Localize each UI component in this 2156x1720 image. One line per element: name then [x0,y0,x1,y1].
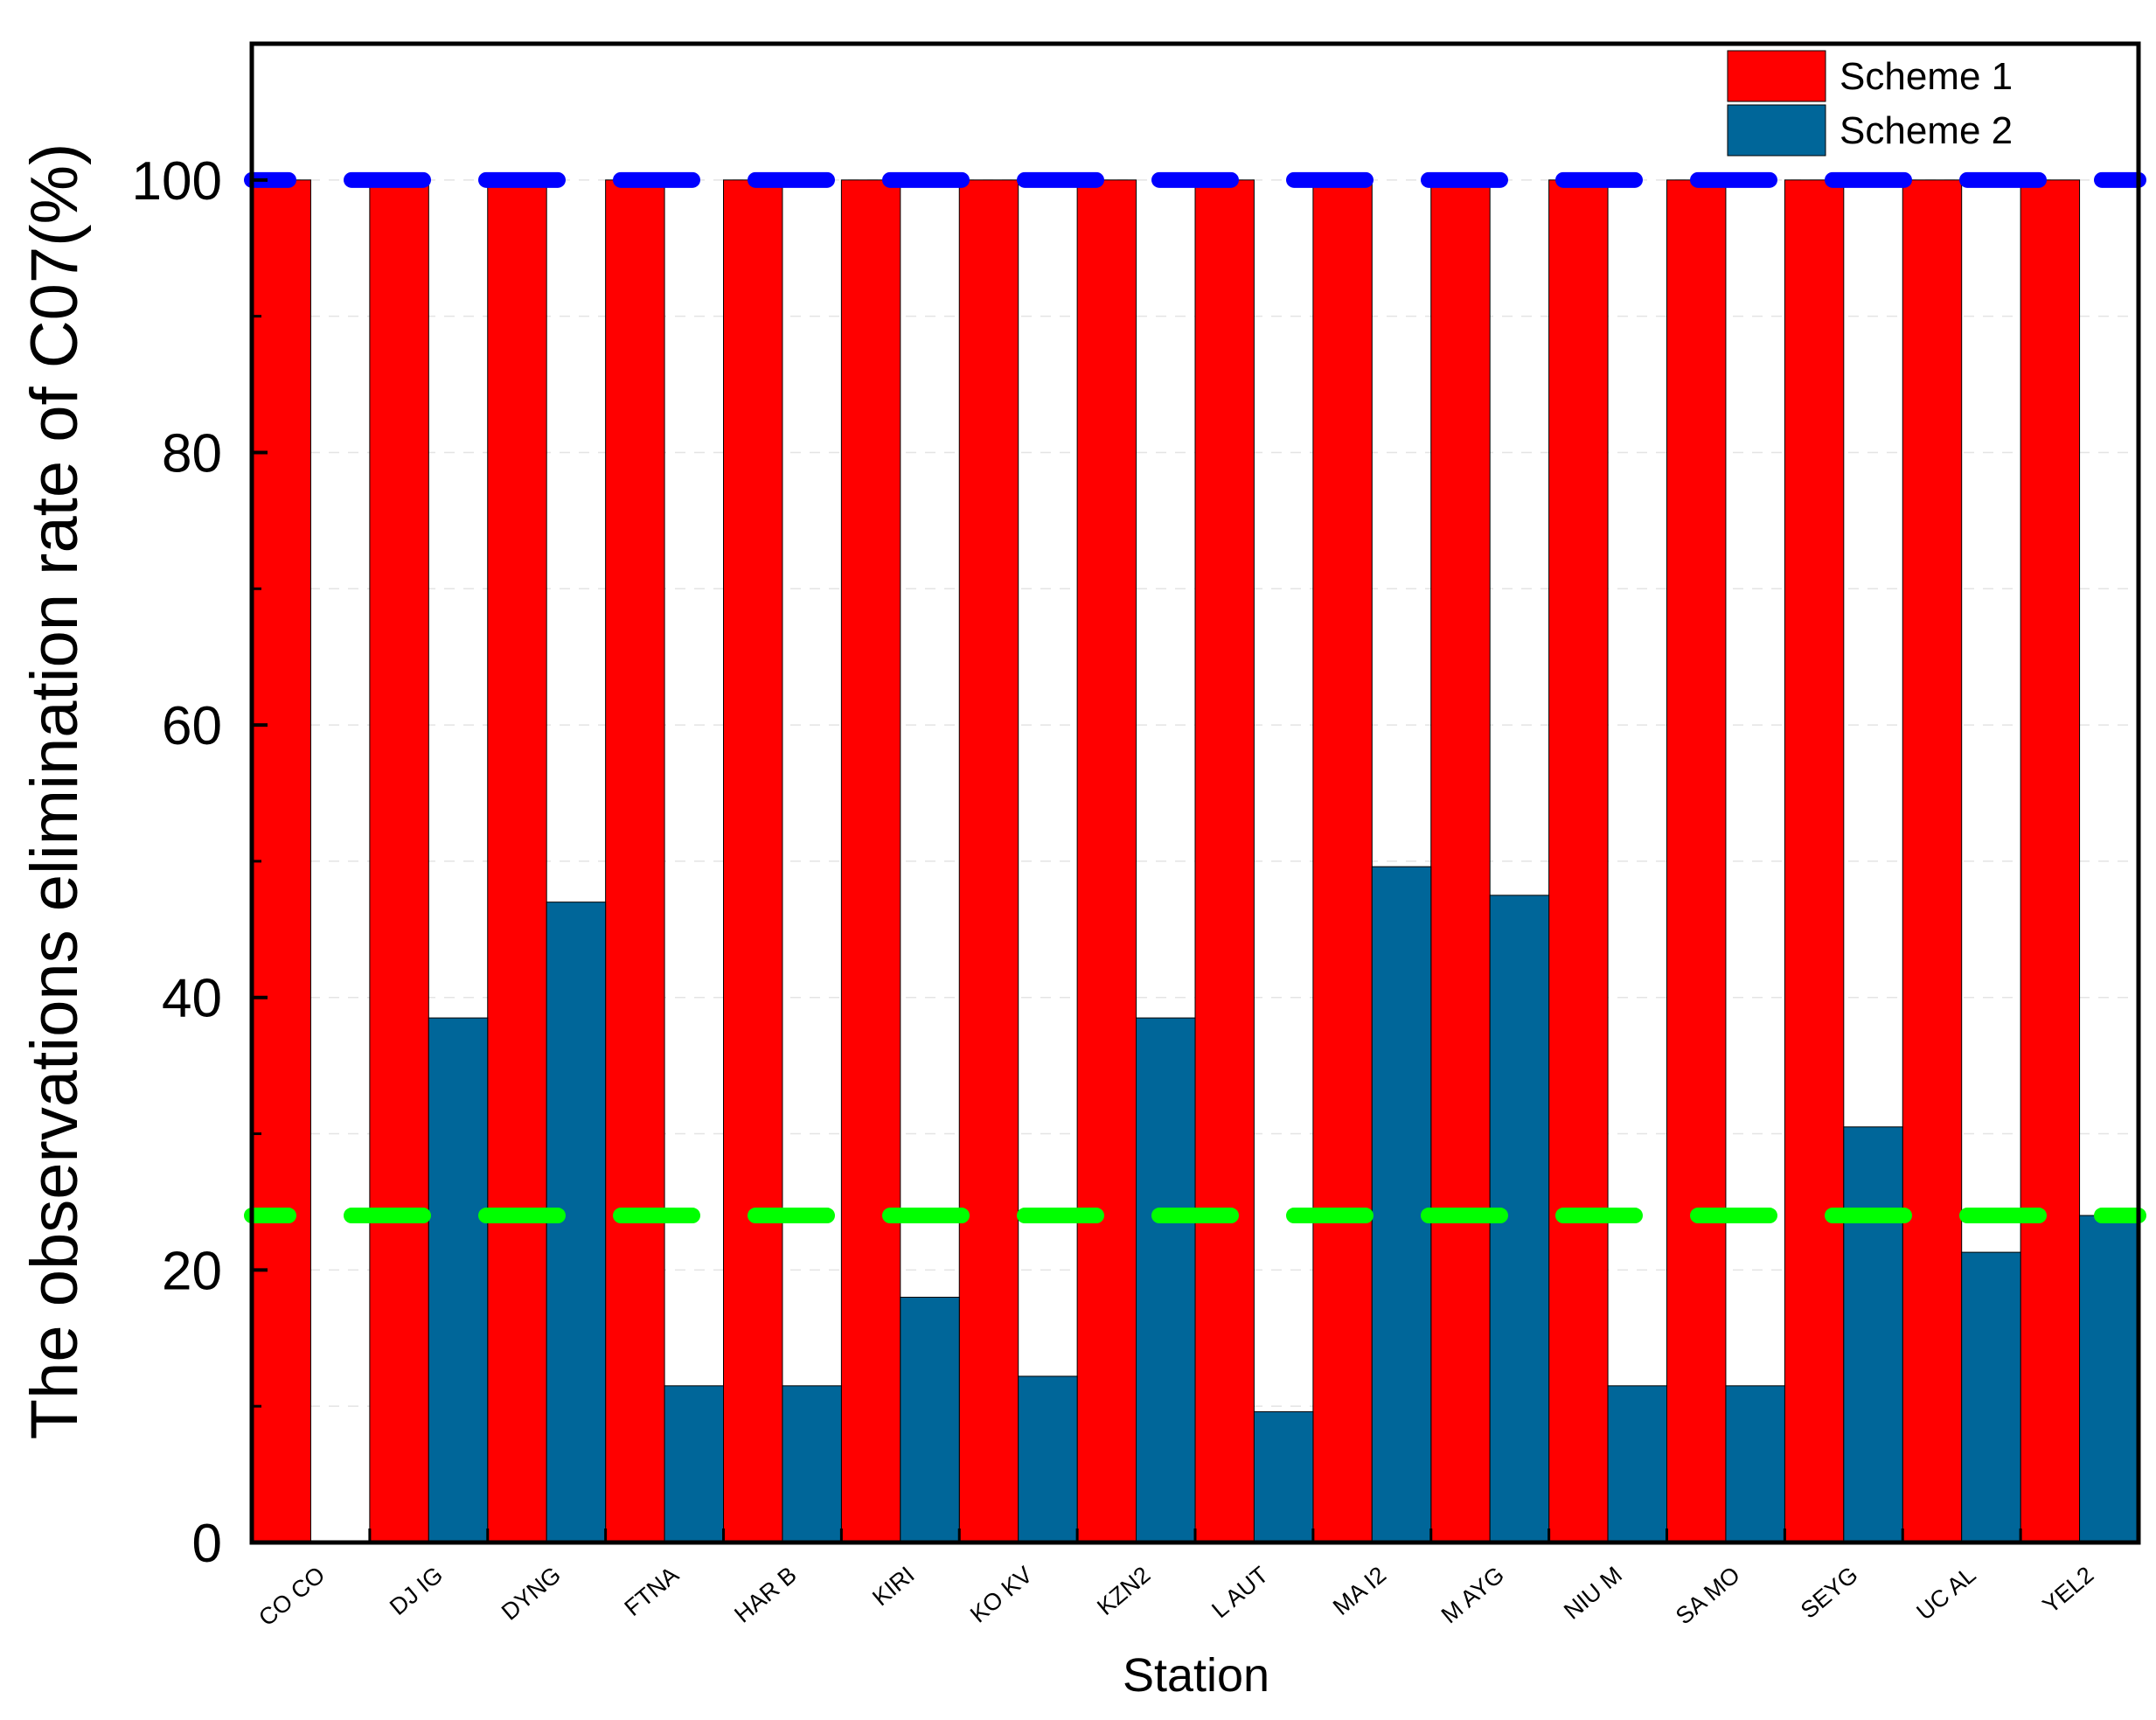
bar-scheme-1-harb [723,179,783,1543]
bar-scheme-2-seyg [1843,1126,1903,1543]
bar-scheme-2-samo [1725,1385,1785,1543]
y-tick-label: 80 [162,423,222,484]
bar-scheme-1-nium [1548,179,1609,1543]
bar-scheme-1-djig [369,179,429,1543]
reference-lines [244,171,2146,1224]
bar-scheme-2-mai2 [1371,866,1432,1543]
y-tick-label: 0 [192,1514,222,1574]
x-axis-label: Station [1123,1649,1269,1702]
bar-scheme-1-seyg [1784,179,1845,1543]
bar-scheme-2-kzn2 [1136,1017,1196,1543]
bar-scheme-1-ucal [1902,179,1963,1543]
bar-scheme-1-samo [1666,179,1727,1543]
bar-scheme-2-kiri [900,1297,960,1543]
bar-scheme-2-djig [428,1017,489,1543]
y-tick-label: 60 [162,696,222,756]
bar-scheme-2-harb [782,1385,842,1543]
bar-scheme-2-laut [1253,1410,1314,1543]
bar-scheme-1-dyng [487,179,547,1543]
y-tick-label: 100 [132,151,222,212]
bar-scheme-1-yel2 [2020,179,2081,1543]
y-axis-label: The observations elimination rate of C07… [17,143,92,1440]
bar-scheme-2-yel2 [2079,1215,2139,1543]
bar-scheme-1-kiri [840,179,901,1543]
y-tick-label: 20 [162,1241,222,1301]
legend-swatch-2 [1727,104,1826,157]
bar-scheme-1-ftna [605,179,665,1543]
legend-label-2: Scheme 2 [1840,109,2013,152]
legend: Scheme 1 Scheme 2 [1727,50,2013,157]
bar-scheme-2-ftna [664,1385,724,1543]
bar-scheme-2-ucal [1961,1251,2021,1543]
legend-label-1: Scheme 1 [1840,55,2013,98]
bar-scheme-1-kzn2 [1076,179,1137,1543]
legend-swatch-1 [1727,50,1826,102]
bar-scheme-1-kokv [958,179,1019,1543]
y-tick-label: 40 [162,969,222,1029]
bar-scheme-2-nium [1607,1385,1667,1543]
bars [251,179,2139,1543]
bar-scheme-2-kokv [1018,1375,1078,1543]
bar-scheme-1-laut [1194,179,1255,1543]
bar-scheme-1-mayg [1430,179,1491,1543]
bar-scheme-1-mai2 [1312,179,1373,1543]
